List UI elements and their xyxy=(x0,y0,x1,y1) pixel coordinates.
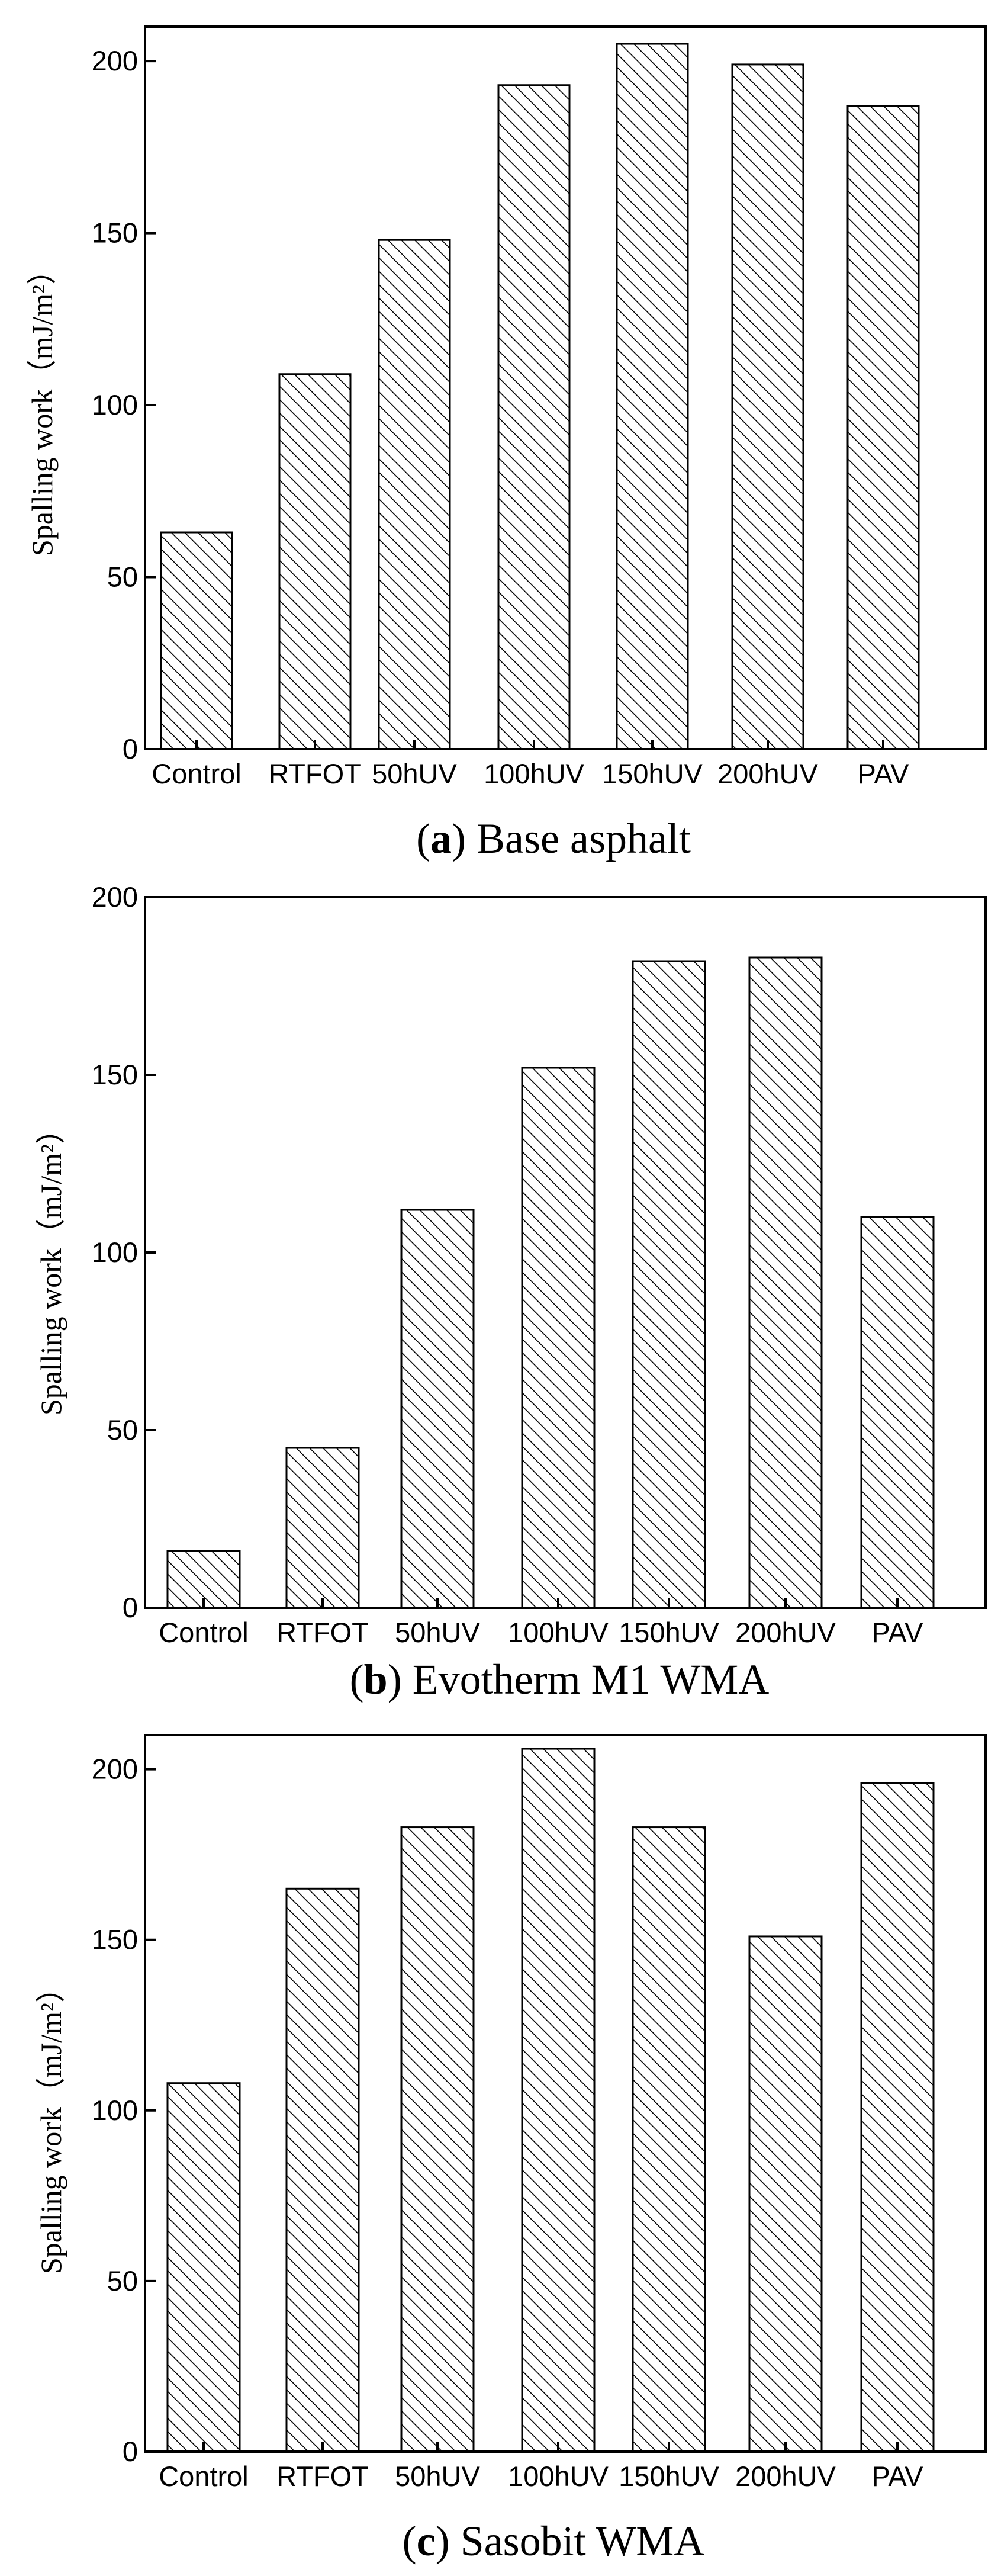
y-tick-label: 0 xyxy=(123,733,138,765)
x-tick-label-control: Control xyxy=(152,758,242,789)
bar-control xyxy=(166,2082,241,2453)
bar-150huv xyxy=(616,43,689,750)
x-axis: Control RTFOT 50hUV 100hUV 150hUV 200hUV PAV xyxy=(152,740,909,789)
x-tick-label-pav: PAV xyxy=(871,2461,923,2492)
y-axis: 0 50 100 150 200 xyxy=(92,1753,156,2467)
bar-200huv xyxy=(731,63,804,750)
bar-150huv xyxy=(632,960,706,1609)
bar-rtfot xyxy=(278,373,352,750)
x-tick-label-50huv: 50hUV xyxy=(395,1617,480,1648)
y-axis-label: Spalling work（mJ/m²） xyxy=(25,255,59,556)
y-tick-label: 100 xyxy=(92,389,138,420)
caption: (c) Sasobit WMA xyxy=(403,2517,705,2565)
x-tick-label-pav: PAV xyxy=(871,1617,923,1648)
y-tick-label: 200 xyxy=(92,881,138,913)
caption: (a) Base asphalt xyxy=(416,815,691,862)
x-tick-label-pav: PAV xyxy=(857,758,909,789)
bar-control xyxy=(160,531,233,750)
y-tick-label: 150 xyxy=(92,1924,138,1955)
bar-100huv xyxy=(497,84,571,750)
caption: (b) Evotherm M1 WMA xyxy=(350,1656,770,1703)
bars xyxy=(166,1748,935,2453)
bar-rtfot xyxy=(285,1887,360,2453)
x-tick-label-150huv: 150hUV xyxy=(619,2461,719,2492)
y-tick-label: 100 xyxy=(92,1236,138,1268)
y-tick-label: 0 xyxy=(123,2436,138,2467)
x-tick-label-100huv: 100hUV xyxy=(508,2461,609,2492)
bar-rtfot xyxy=(285,1447,360,1609)
bar-150huv xyxy=(632,1826,706,2453)
bar-50huv xyxy=(400,1209,475,1609)
x-tick-label-control: Control xyxy=(159,1617,249,1648)
y-tick-label: 150 xyxy=(92,217,138,249)
x-axis: Control RTFOT 50hUV 100hUV 150hUV 200hUV PAV xyxy=(159,2442,923,2492)
y-tick-label: 50 xyxy=(107,1414,138,1446)
x-tick-label-150huv: 150hUV xyxy=(602,758,703,789)
x-tick-label-100huv: 100hUV xyxy=(508,1617,609,1648)
bar-pav xyxy=(846,105,920,750)
x-tick-label-rtfot: RTFOT xyxy=(269,758,361,789)
panel-c: Spalling work（mJ/m²） 0 50 100 150 200 Contro… xyxy=(34,1734,987,2565)
y-tick-label: 150 xyxy=(92,1059,138,1090)
bar-50huv xyxy=(400,1826,475,2453)
bar-pav xyxy=(860,1216,935,1609)
bars xyxy=(166,956,935,1609)
x-tick-label-200huv: 200hUV xyxy=(717,758,818,789)
x-tick-label-rtfot: RTFOT xyxy=(276,2461,369,2492)
y-axis: 0 50 100 150 200 xyxy=(92,45,156,765)
x-tick-label-rtfot: RTFOT xyxy=(276,1617,369,1648)
bars xyxy=(160,43,920,750)
bar-100huv xyxy=(521,1067,596,1609)
y-axis: 0 50 100 150 200 xyxy=(92,881,156,1623)
y-tick-label: 50 xyxy=(107,2265,138,2296)
x-tick-label-control: Control xyxy=(159,2461,249,2492)
y-tick-label: 50 xyxy=(107,561,138,593)
bar-200huv xyxy=(748,1935,823,2453)
plot-frame xyxy=(144,1734,987,2453)
y-axis-label: Spalling work（mJ/m²） xyxy=(34,1973,67,2274)
x-tick-label-50huv: 50hUV xyxy=(372,758,457,789)
caption-text: Evotherm M1 WMA xyxy=(402,1656,770,1703)
caption-text: Sasobit WMA xyxy=(450,2517,705,2565)
caption-letter: c xyxy=(417,2517,436,2565)
y-tick-label: 0 xyxy=(123,1592,138,1623)
x-axis: Control RTFOT 50hUV 100hUV 150hUV 200hUV PAV xyxy=(159,1598,923,1648)
y-tick-label: 200 xyxy=(92,45,138,76)
caption-letter: b xyxy=(364,1656,388,1703)
panel-b: Spalling work（mJ/m²） 0 50 100 150 200 Contro… xyxy=(34,881,987,1703)
x-tick-label-100huv: 100hUV xyxy=(484,758,584,789)
caption-text: Base asphalt xyxy=(466,815,691,862)
bar-100huv xyxy=(521,1748,596,2453)
x-tick-label-200huv: 200hUV xyxy=(735,1617,836,1648)
panel-a: Spalling work（mJ/m²） 0 50 100 150 200 Contro… xyxy=(25,25,987,862)
y-axis-label: Spalling work（mJ/m²） xyxy=(34,1114,67,1415)
plot-frame xyxy=(144,25,987,750)
caption-letter: a xyxy=(430,815,452,862)
bar-pav xyxy=(860,1782,935,2453)
x-tick-label-200huv: 200hUV xyxy=(735,2461,836,2492)
bar-200huv xyxy=(748,956,823,1609)
x-tick-label-150huv: 150hUV xyxy=(619,1617,719,1648)
y-tick-label: 100 xyxy=(92,2095,138,2126)
bar-50huv xyxy=(378,239,451,750)
x-tick-label-50huv: 50hUV xyxy=(395,2461,480,2492)
y-tick-label: 200 xyxy=(92,1753,138,1785)
